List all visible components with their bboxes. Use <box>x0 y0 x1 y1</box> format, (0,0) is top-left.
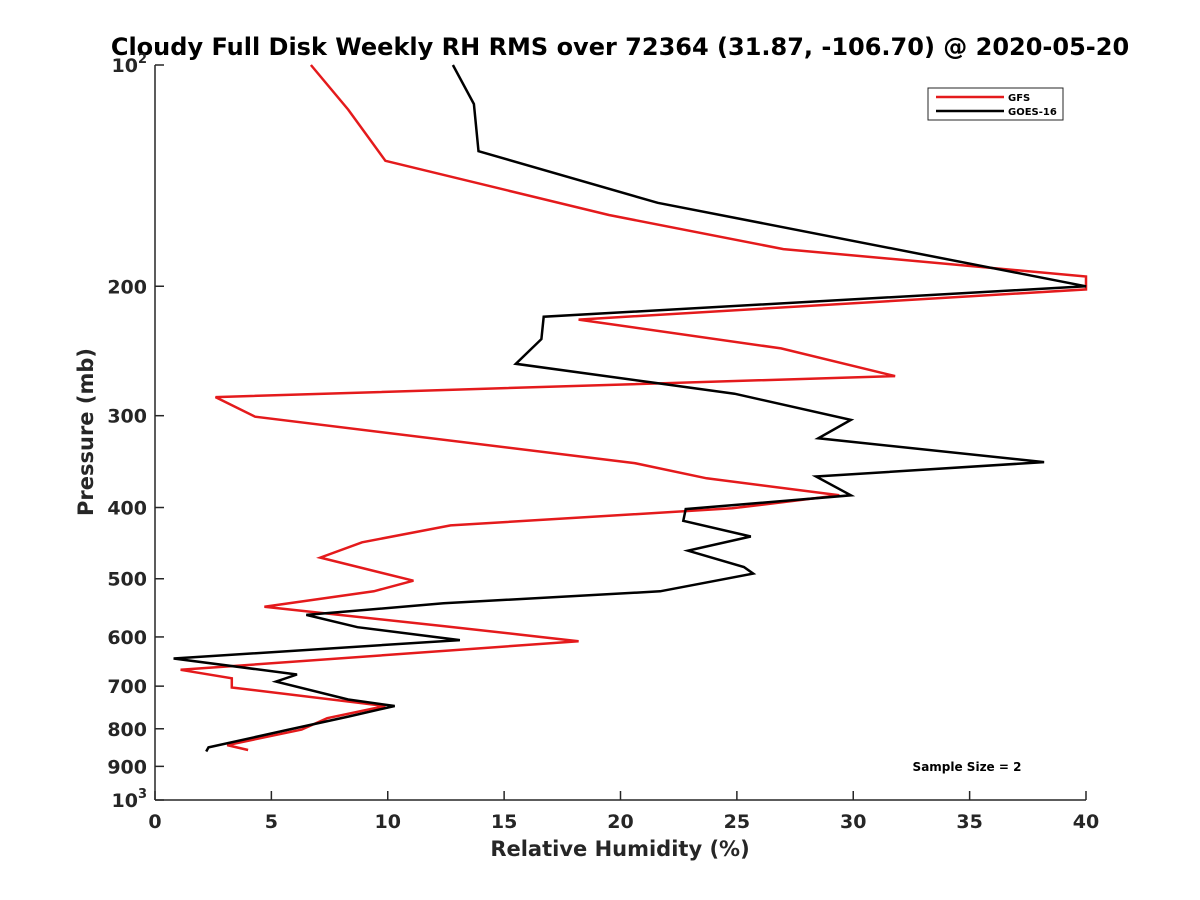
x-tick-label: 30 <box>840 811 866 833</box>
y-tick-label: 103 <box>112 787 148 812</box>
y-axis-label: Pressure (mb) <box>74 348 98 516</box>
x-tick-label: 0 <box>148 811 161 833</box>
x-tick-label: 10 <box>375 811 401 833</box>
x-axis-ticks: 0 5 10 15 20 25 30 35 40 <box>148 791 1099 833</box>
y-tick-label-base: 600 <box>107 627 147 649</box>
sample-size-annotation: Sample Size = 2 <box>913 760 1022 774</box>
y-tick-label-exponent: 2 <box>138 52 147 67</box>
x-tick-label: 5 <box>265 811 278 833</box>
legend-box <box>927 87 1064 121</box>
y-tick-label: 102 <box>112 52 148 77</box>
y-tick-label: 900 <box>107 756 147 778</box>
legend-label-gfs: GFS <box>1008 93 1030 104</box>
x-tick-label: 35 <box>956 811 982 833</box>
series-line-goes-16 <box>173 64 1087 753</box>
chart-title: Cloudy Full Disk Weekly RH RMS over 7236… <box>111 33 1129 61</box>
series-layer <box>173 64 1088 753</box>
legend: GFS GOES-16 <box>927 87 1064 121</box>
series-line-gfs <box>180 64 1088 752</box>
x-tick-label: 40 <box>1073 811 1099 833</box>
plot-area: 0 5 10 15 20 25 30 35 40 10220030040050060070080… <box>107 52 1099 833</box>
y-tick-label-base: 800 <box>107 719 147 741</box>
y-tick-label: 600 <box>107 627 147 649</box>
y-tick-label: 300 <box>107 406 147 428</box>
y-tick-label-base: 200 <box>107 276 147 298</box>
y-tick-label: 700 <box>107 676 147 698</box>
legend-label-goes16: GOES-16 <box>1008 107 1057 118</box>
y-tick-label-exponent: 3 <box>138 787 147 802</box>
y-tick-label-base: 400 <box>107 498 147 520</box>
y-tick-label: 500 <box>107 569 147 591</box>
y-tick-label-base: 500 <box>107 569 147 591</box>
x-tick-label: 15 <box>491 811 517 833</box>
x-tick-label: 25 <box>724 811 750 833</box>
y-tick-label-base: 900 <box>107 756 147 778</box>
y-tick-label-base: 300 <box>107 406 147 428</box>
y-tick-label: 200 <box>107 276 147 298</box>
x-tick-label: 20 <box>607 811 633 833</box>
y-tick-label-base: 700 <box>107 676 147 698</box>
y-tick-label: 400 <box>107 498 147 520</box>
x-axis-label: Relative Humidity (%) <box>490 837 749 861</box>
y-tick-label-base: 10 <box>112 55 138 77</box>
y-tick-label-base: 10 <box>112 790 138 812</box>
y-tick-label: 800 <box>107 719 147 741</box>
